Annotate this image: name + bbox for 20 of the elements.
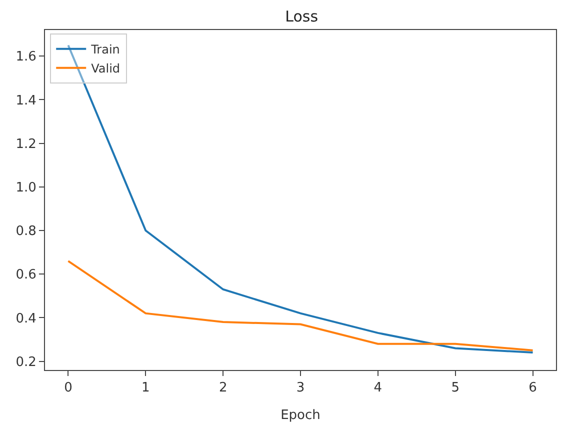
chart-title: Loss <box>285 7 318 26</box>
x-tick-label: 3 <box>296 380 305 396</box>
legend-label: Train <box>90 42 120 57</box>
y-tick-label: 1.2 <box>16 136 36 152</box>
x-tick-label: 6 <box>528 380 537 396</box>
x-tick-label: 5 <box>451 380 460 396</box>
y-tick-label: 1.6 <box>16 50 36 65</box>
x-tick-label: 0 <box>64 380 72 396</box>
legend-label: Valid <box>91 62 120 76</box>
y-tick-label: 0.2 <box>16 354 36 370</box>
y-tick-label: 0.4 <box>16 311 36 326</box>
line-series <box>67 260 534 352</box>
x-axis-title: Epoch <box>280 408 320 424</box>
x-tick-label: 2 <box>218 380 228 396</box>
y-tick-label: 1.4 <box>16 93 36 108</box>
x-tick-label: 4 <box>374 380 382 396</box>
y-tick-label: 0.6 <box>16 268 36 283</box>
y-tick-label: 1.0 <box>16 180 36 196</box>
y-tick-label: 0.8 <box>16 224 36 240</box>
x-tick-label: 1 <box>142 380 150 396</box>
